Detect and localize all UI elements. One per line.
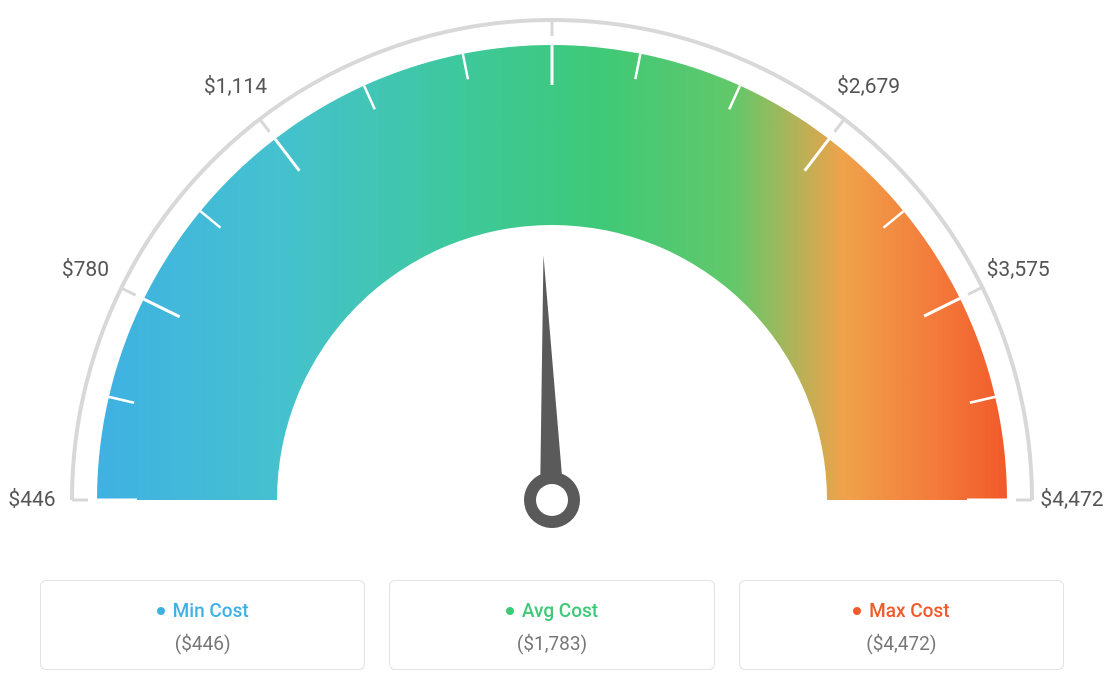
gauge-tick (968, 287, 982, 294)
cost-gauge: $446$780$1,114$1,783$2,679$3,575$4,472 (0, 0, 1104, 560)
gauge-tick-label: $2,679 (837, 75, 900, 99)
legend-card-min: Min Cost ($446) (40, 580, 365, 670)
legend-dot-icon (506, 607, 514, 615)
legend-dot-icon (157, 607, 165, 615)
gauge-tick-label: $3,575 (987, 258, 1050, 282)
gauge-tick-label: $780 (62, 258, 109, 282)
gauge-tick-label: $446 (8, 488, 55, 512)
legend-row: Min Cost ($446) Avg Cost ($1,783) Max Cost ($… (0, 580, 1104, 670)
gauge-tick (834, 119, 844, 132)
legend-card-avg: Avg Cost ($1,783) (389, 580, 714, 670)
needle-hub-inner (536, 484, 568, 516)
legend-card-max: Max Cost ($4,472) (739, 580, 1064, 670)
legend-title-max: Max Cost (853, 599, 949, 622)
gauge-tick (260, 119, 270, 132)
gauge-svg (0, 0, 1104, 560)
legend-title-min: Min Cost (157, 599, 249, 622)
legend-title-text: Max Cost (869, 599, 949, 622)
legend-value-min: ($446) (53, 632, 352, 655)
legend-title-text: Avg Cost (522, 599, 598, 622)
gauge-needle (540, 255, 564, 500)
gauge-tick-label: $1,114 (204, 75, 267, 99)
legend-value-avg: ($1,783) (402, 632, 701, 655)
gauge-tick-label: $4,472 (1040, 488, 1103, 512)
gauge-tick (121, 288, 135, 295)
legend-value-max: ($4,472) (752, 632, 1051, 655)
legend-dot-icon (853, 607, 861, 615)
legend-title-text: Min Cost (173, 599, 249, 622)
legend-title-avg: Avg Cost (506, 599, 598, 622)
